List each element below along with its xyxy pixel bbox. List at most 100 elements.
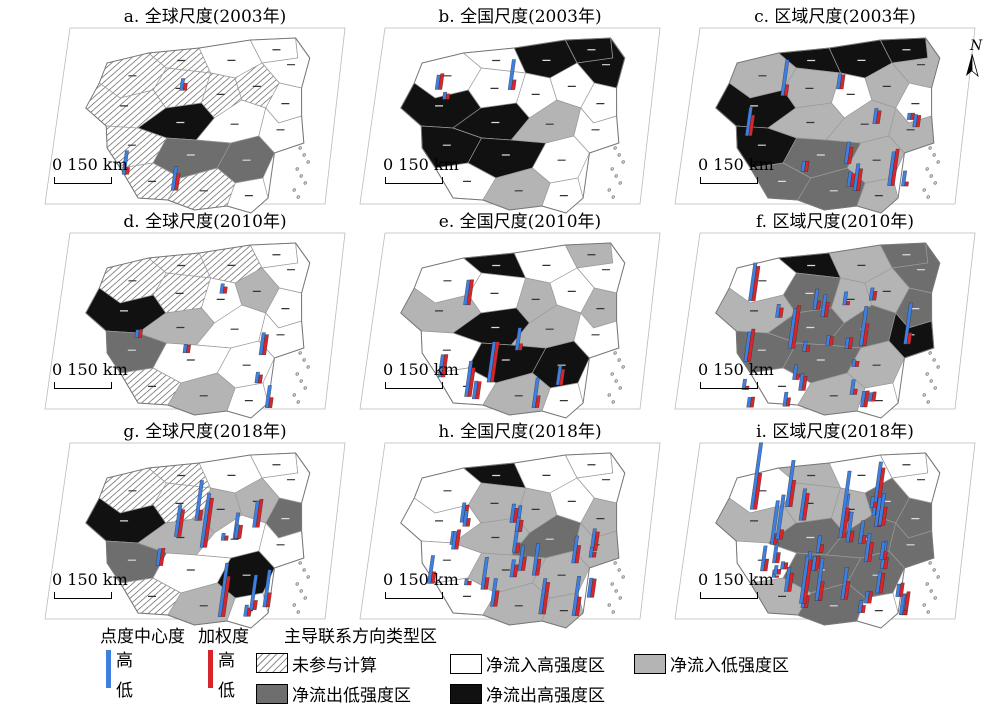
type-swatch-outflow-high	[450, 684, 482, 704]
island-shape	[925, 582, 929, 586]
island-shape	[928, 561, 932, 565]
scale-line	[700, 592, 758, 599]
type-label-inflow-high: 净流入高强度区	[486, 656, 605, 676]
scale-label: 0 150 km	[52, 155, 128, 174]
map-panel-h: h. 全国尺度(2018年) 0 150 km	[355, 415, 685, 633]
island-shape	[929, 379, 933, 383]
weight-bar	[574, 545, 581, 564]
island-shape	[618, 181, 622, 185]
weight-bar	[867, 591, 873, 604]
degree-bar	[571, 576, 582, 616]
weight-bar	[881, 506, 888, 526]
island-shape	[299, 379, 303, 383]
degree-bar	[838, 470, 852, 538]
weight-bar	[257, 374, 263, 384]
weight-bar	[843, 581, 851, 600]
weight-bar	[802, 493, 810, 521]
scale-bar: 0 150 km	[52, 570, 128, 599]
weight-bar	[854, 361, 860, 367]
weight-bar	[785, 397, 791, 407]
weight-bar	[873, 502, 878, 508]
weight-bar	[816, 300, 821, 310]
region-map	[359, 27, 661, 214]
degree-bar	[531, 377, 540, 408]
degree-high-label: 高	[116, 651, 133, 671]
weight-bar	[265, 592, 272, 608]
degree-bar	[249, 574, 258, 610]
degree-bar	[427, 555, 435, 584]
scale-label: 0 150 km	[698, 155, 774, 174]
weight-bar	[863, 390, 870, 408]
weight-bar	[787, 572, 794, 592]
island-shape	[607, 393, 611, 397]
weight-bar	[890, 148, 900, 186]
map-frame	[674, 27, 976, 205]
weight-bar	[805, 345, 811, 352]
island-shape	[922, 188, 926, 192]
island-shape	[611, 610, 615, 614]
scale-bar: 0 150 km	[52, 360, 128, 389]
weight-bar	[518, 519, 524, 532]
island-shape	[932, 568, 936, 572]
weight-bar	[853, 388, 858, 395]
north-label: N	[969, 38, 983, 54]
map-frame	[359, 232, 661, 410]
map-frame	[674, 232, 976, 410]
weight-bar	[593, 531, 600, 552]
weight-bar	[861, 605, 866, 613]
map-panel-g: g. 全球尺度(2018年) 0 150 km	[40, 415, 370, 633]
island-shape	[296, 195, 300, 199]
weight-bar	[749, 396, 756, 408]
island-shape	[298, 351, 302, 355]
weight-bar	[467, 367, 476, 397]
region-map	[674, 232, 976, 419]
island-shape	[295, 167, 299, 171]
weight-bar	[493, 590, 500, 607]
type-label-outflow-high: 净流出高强度区	[486, 686, 605, 706]
scale-line	[700, 177, 758, 184]
island-shape	[621, 365, 625, 369]
panel-title: g. 全球尺度(2018年)	[123, 422, 287, 442]
region-map	[44, 442, 346, 629]
degree-bar	[780, 59, 790, 96]
weight-bar	[511, 79, 517, 90]
weight-bar	[906, 332, 913, 345]
island-shape	[298, 561, 302, 565]
weight-bar	[841, 507, 850, 538]
weight-bar	[802, 559, 813, 604]
scale-label: 0 150 km	[698, 360, 774, 379]
island-shape	[295, 582, 299, 586]
scale-bar: 0 150 km	[383, 155, 459, 184]
degree-bar	[898, 594, 906, 615]
island-shape	[296, 400, 300, 404]
weight-bar	[778, 307, 784, 318]
study-area-outline	[715, 37, 941, 214]
island-shape	[607, 188, 611, 192]
island-shape	[928, 351, 932, 355]
island-shape	[922, 603, 926, 607]
weight-bar	[845, 301, 851, 306]
legend-weight-title: 加权度	[198, 627, 249, 647]
panel-title: e. 全国尺度(2010年)	[438, 212, 602, 232]
weight-bar	[902, 610, 907, 615]
island-shape	[292, 393, 296, 397]
weight-bar	[804, 160, 810, 172]
island-shape	[936, 575, 940, 579]
island-shape	[610, 167, 614, 171]
weight-bar	[783, 562, 789, 570]
weight-bar	[753, 473, 763, 510]
weight-bar	[454, 529, 462, 550]
island-shape	[303, 386, 307, 390]
weight-bar	[224, 535, 229, 541]
type-label-inflow-low: 净流入低强度区	[670, 656, 789, 676]
island-shape	[925, 167, 929, 171]
study-area-outline	[715, 242, 941, 419]
weight-bar	[898, 582, 905, 597]
map-panel-a: a. 全球尺度(2003年) 0 150 km	[40, 0, 370, 218]
map-frame	[359, 27, 661, 205]
island-shape	[617, 568, 621, 572]
legend: 点度中心度 加权度 主导联系方向类型区 高 低 高 低 未参与计算 净流入高强度…	[0, 620, 1000, 708]
weight-bar	[878, 573, 886, 594]
panel-title: c. 区域尺度(2003年)	[754, 7, 916, 27]
island-shape	[306, 575, 310, 579]
